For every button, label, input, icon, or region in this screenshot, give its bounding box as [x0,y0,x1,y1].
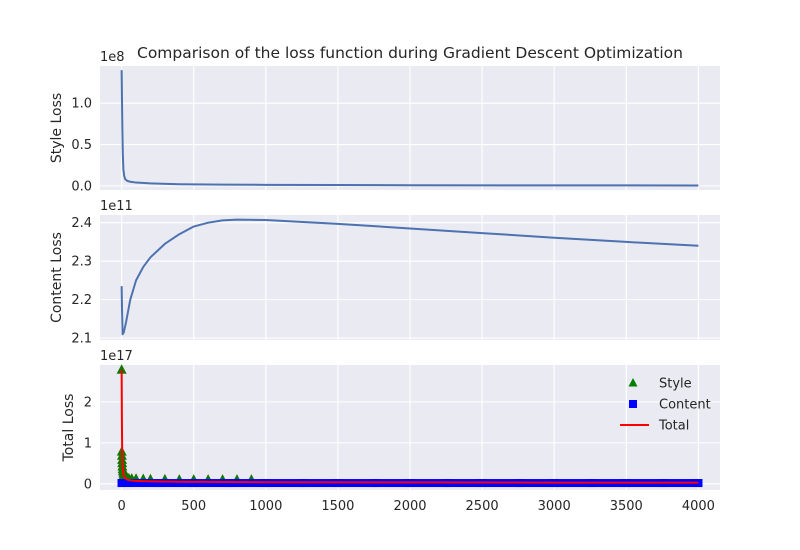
series-line [120,218,699,336]
chart-title: Comparison of the loss function during G… [137,44,683,62]
y-offset-label: 1e8 [100,50,125,65]
x-tick-label: 3000 [538,499,571,514]
series-line [120,369,699,484]
y-tick-label: 2 [84,395,92,410]
legend-swatch-style [628,378,638,387]
y-tick-label: 1 [84,436,92,451]
y-axis-label: Total Loss [61,394,77,463]
y-tick-label: 0.5 [71,138,92,153]
legend-label-content: Content [659,398,711,413]
x-tick-label: 1000 [249,499,282,514]
y-tick-label: 1.0 [71,97,92,112]
panel-total: 0 1 2 1e17 Total Loss 0 500 1000 1500 2000 2500 300… [61,349,720,514]
x-tick-label: 2500 [466,499,499,514]
y-offset-label: 1e11 [100,199,133,214]
y-axis-label: Style Loss [49,93,65,163]
x-tick-label: 0 [117,499,125,514]
y-axis-label: Content Loss [49,232,65,323]
series-total [120,369,699,484]
y-tick-label: 2.1 [71,332,92,347]
x-tick-label: 1500 [321,499,354,514]
y-tick-label: 2.2 [71,293,92,308]
y-tick-label: 0 [84,477,92,492]
y-offset-label: 1e17 [100,349,133,364]
panel-content: 2.1 2.2 2.3 2.4 1e11 Content Loss [49,199,720,347]
legend-label-total: Total [658,419,689,434]
y-tick-label: 0.0 [71,179,92,194]
series-line [120,70,699,187]
x-tick-label: 500 [181,499,206,514]
x-tick-label: 2000 [393,499,426,514]
legend: Style Content Total [620,377,711,434]
series-content [120,218,699,336]
x-tick-label: 4000 [682,499,715,514]
x-tick-label: 3500 [610,499,643,514]
legend-swatch-content [629,400,637,408]
y-tick-label: 2.4 [71,216,92,231]
series-style [120,70,699,187]
y-tick-label: 2.3 [71,255,92,270]
legend-label-style: Style [659,377,692,392]
panel-style: 0.0 0.5 1.0 1e8 Style Loss [49,50,720,194]
panels: 0.0 0.5 1.0 1e8 Style Loss 2.1 2.2 2.3 2.4 1e11 Co… [49,50,720,514]
